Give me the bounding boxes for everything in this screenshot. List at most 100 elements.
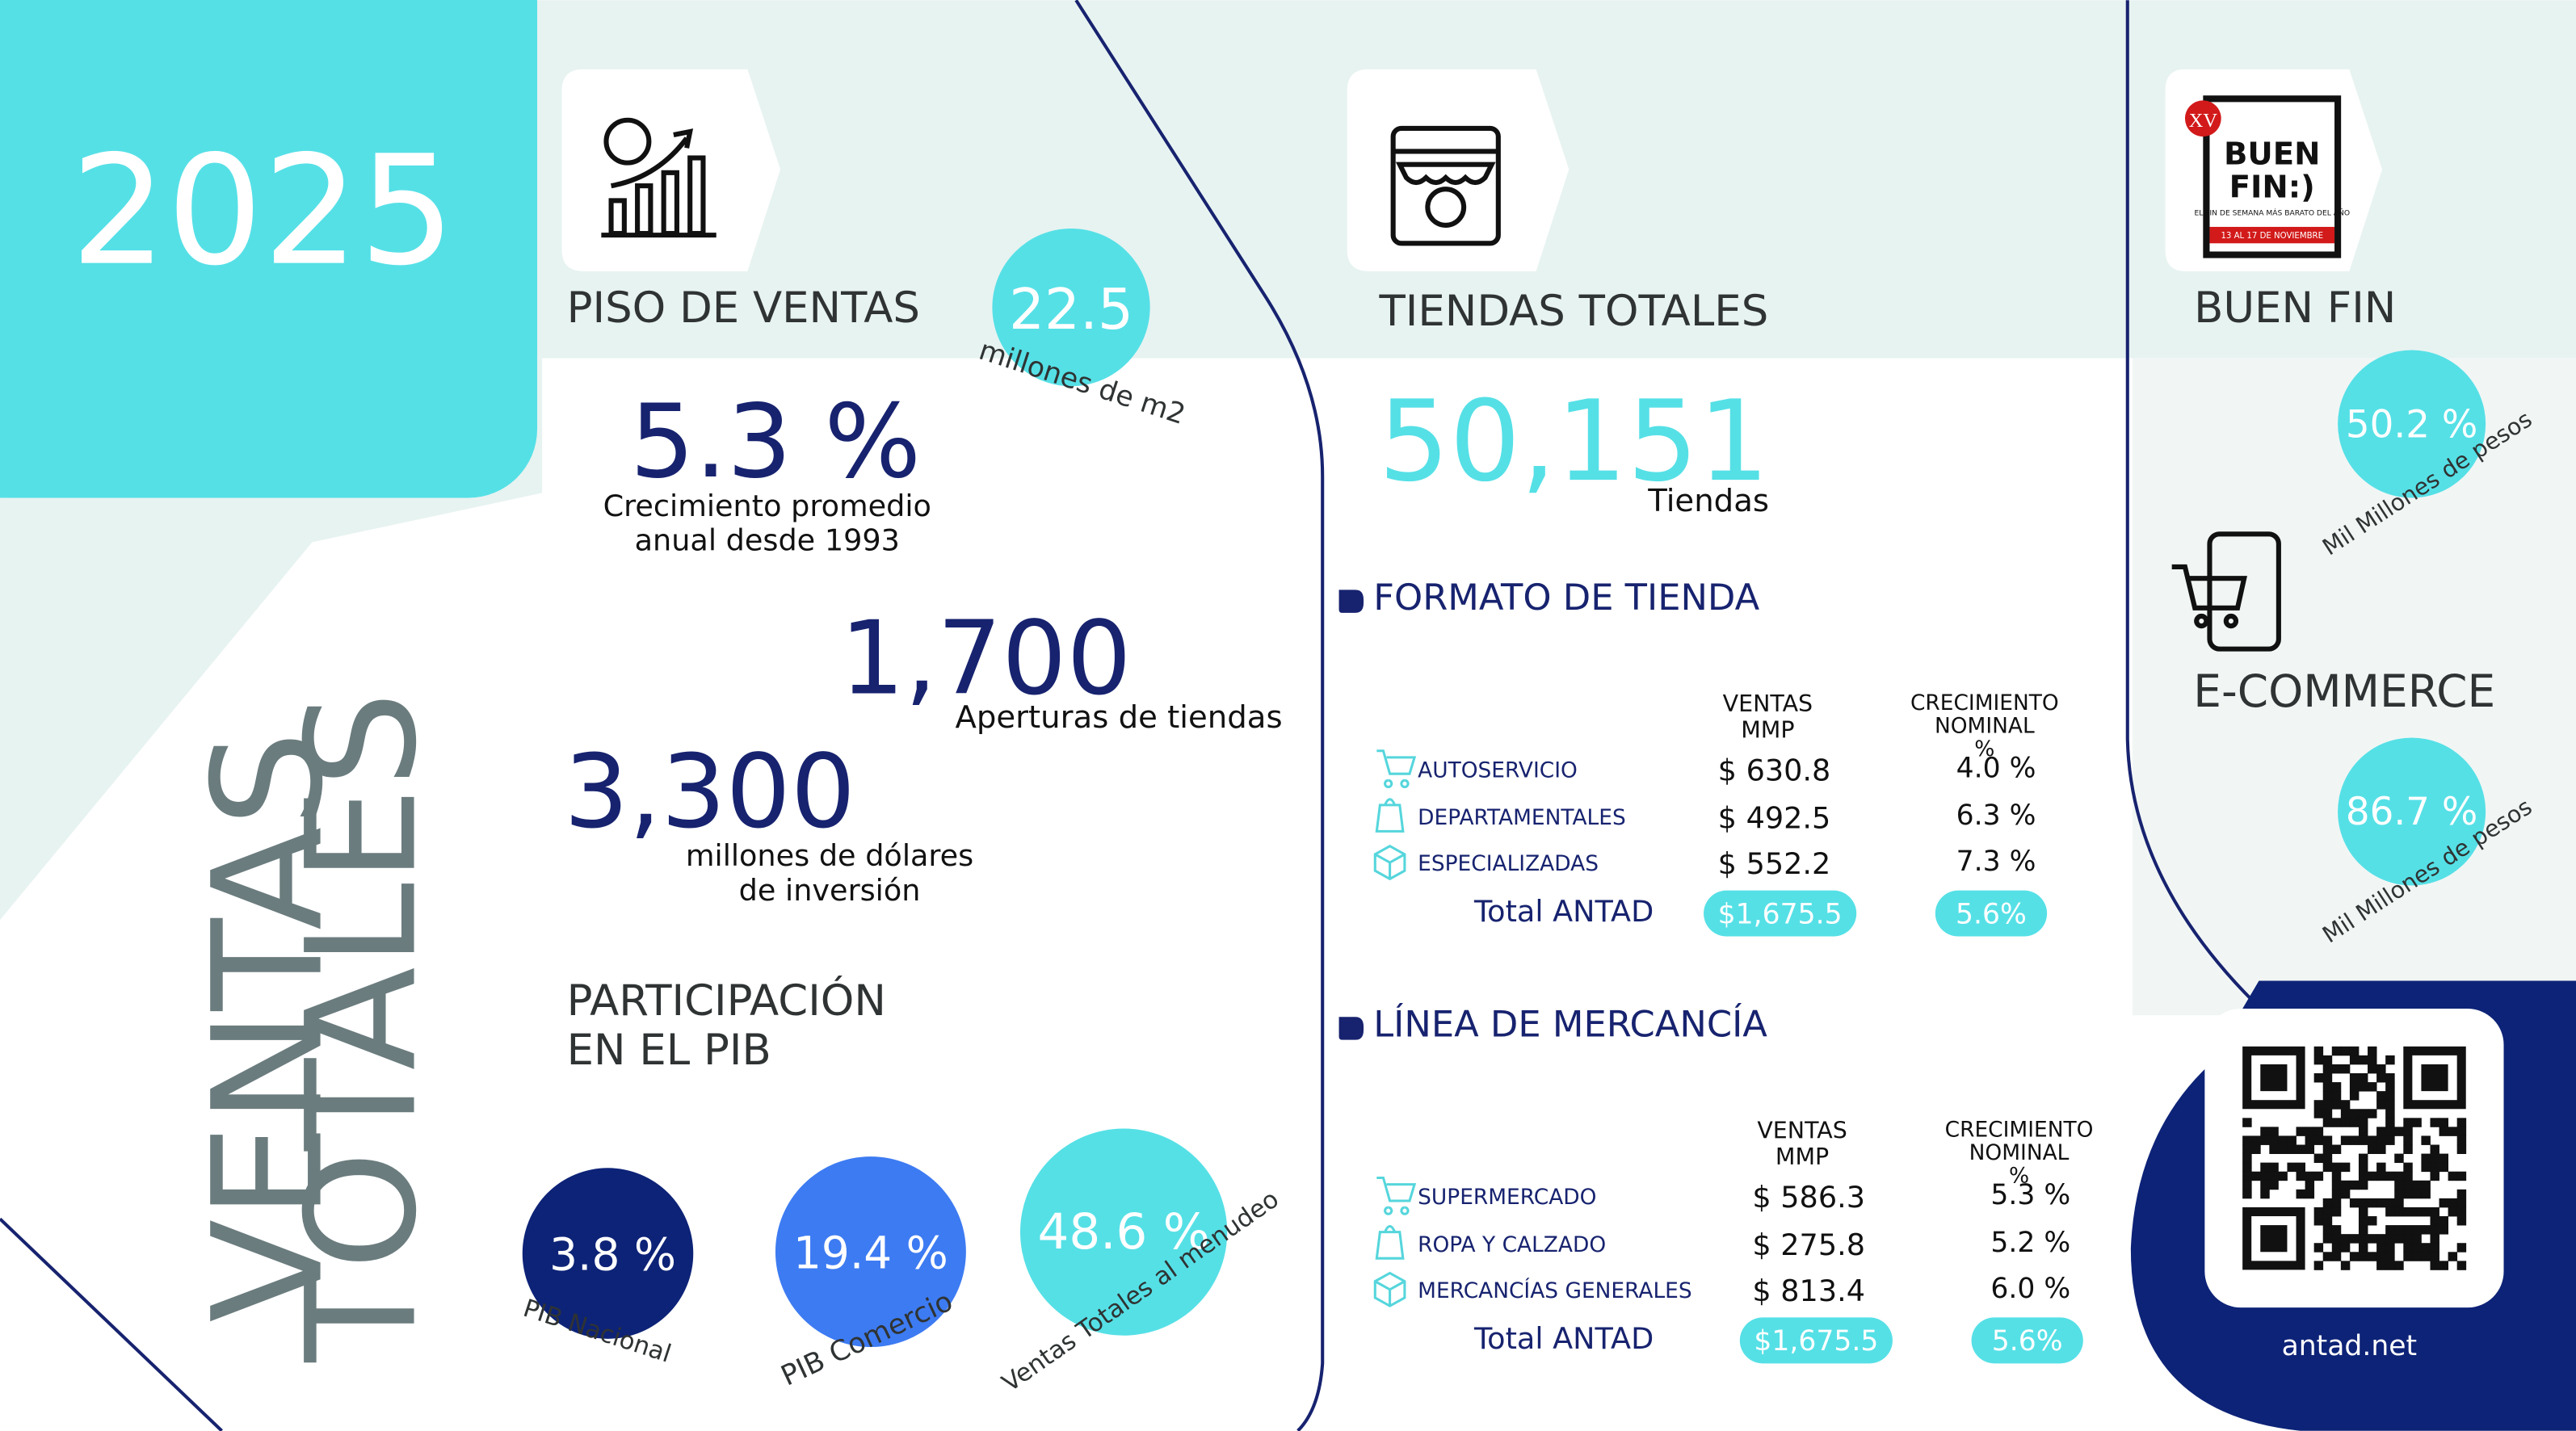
row-growth: 6.0 %: [1990, 1273, 2070, 1305]
qr-finder: [2260, 1064, 2288, 1092]
qr-module: [2322, 1109, 2333, 1118]
qr-module: [2358, 1171, 2368, 1181]
qr-module: [2403, 1127, 2413, 1136]
qr-module: [2322, 1162, 2333, 1173]
total-growth: 5.6%: [1956, 898, 2027, 930]
qr-module: [2340, 1234, 2351, 1244]
vertical-title: TOTALES: [275, 691, 451, 1363]
qr-module: [2349, 1135, 2360, 1145]
qr-module: [2331, 1082, 2342, 1092]
qr-module: [2340, 1261, 2351, 1270]
qr-module: [2430, 1206, 2439, 1217]
qr-module: [2349, 1046, 2360, 1056]
qr-module: [2385, 1234, 2395, 1244]
row-icon: [1373, 1271, 1406, 1307]
row-growth: 5.2 %: [1990, 1227, 2070, 1259]
qr-module: [2313, 1135, 2324, 1145]
qr-module: [2313, 1055, 2324, 1065]
qr-module: [2313, 1243, 2324, 1253]
qr-module: [2430, 1225, 2439, 1235]
qr-module: [2430, 1153, 2439, 1164]
logo-text: FIN:): [2229, 169, 2315, 205]
qr-module: [2322, 1144, 2333, 1154]
qr-module: [2430, 1162, 2439, 1173]
row-label: MERCANCÍAS GENERALES: [1418, 1278, 1691, 1303]
section-title: FORMATO DE TIENDA: [1373, 576, 1759, 619]
badge: [992, 228, 1150, 387]
qr-module: [2394, 1153, 2404, 1164]
qr-module: [2385, 1073, 2395, 1083]
icon-box: [561, 69, 781, 271]
qr-module: [2412, 1118, 2422, 1127]
year-box: [0, 0, 538, 498]
section-title: TIENDAS TOTALES: [1379, 287, 1769, 336]
kpi-label: anual desde 1993: [635, 523, 900, 558]
qr-module: [2358, 1180, 2368, 1190]
qr-module: [2322, 1091, 2333, 1101]
qr-module: [2305, 1189, 2315, 1199]
column-header: MMP: [1775, 1144, 1829, 1170]
logo-text: 13 AL 17 DE NOVIEMBRE: [2221, 232, 2323, 241]
row-icon: [1376, 749, 1417, 788]
qr-module: [2313, 1261, 2324, 1270]
qr-module: [2412, 1189, 2422, 1199]
qr-module: [2376, 1252, 2386, 1261]
qr-module: [2349, 1055, 2360, 1065]
qr-module: [2313, 1171, 2324, 1181]
section-title: E-COMMERCE: [2193, 665, 2495, 717]
store-icon: [1390, 125, 1501, 246]
qr-module: [2456, 1261, 2467, 1270]
qr-module: [2456, 1171, 2467, 1181]
qr-module: [2358, 1118, 2368, 1127]
qr-module: [2296, 1171, 2305, 1181]
qr-module: [2358, 1162, 2368, 1173]
qr-module: [2349, 1198, 2360, 1208]
qr-module: [2322, 1216, 2333, 1226]
qr-finder: [2260, 1225, 2288, 1253]
row-value: $ 586.3: [1752, 1180, 1865, 1215]
qr-module: [2430, 1216, 2439, 1226]
qr-module: [2287, 1144, 2297, 1154]
row-growth: 5.3 %: [1990, 1179, 2070, 1211]
qr-module: [2331, 1064, 2342, 1074]
row-value: $ 552.2: [1718, 846, 1831, 881]
logo-text: BUEN: [2224, 136, 2321, 173]
row-icon: [1376, 1176, 1417, 1215]
qr-module: [2456, 1144, 2467, 1154]
qr-module: [2368, 1171, 2377, 1181]
kpi-value: 50,151: [1378, 376, 1769, 506]
left-band: [0, 358, 543, 921]
qr-module: [2349, 1118, 2360, 1127]
qr-module: [2349, 1234, 2360, 1244]
qr-module: [2242, 1162, 2252, 1173]
qr-module: [2358, 1055, 2368, 1065]
qr-module: [2456, 1135, 2467, 1145]
qr-module: [2385, 1252, 2395, 1261]
qr-module: [2358, 1225, 2368, 1235]
logo-badge: [2184, 100, 2221, 137]
pill: [1935, 890, 2048, 937]
qr-module: [2322, 1206, 2333, 1217]
qr-module: [2376, 1243, 2386, 1253]
section-title: PARTICIPACIÓN: [567, 975, 886, 1026]
total-label: Total ANTAD: [1473, 1321, 1654, 1356]
qr-module: [2368, 1109, 2377, 1118]
qr-module: [2439, 1118, 2449, 1127]
qr-module: [2251, 1144, 2261, 1154]
qr-module: [2349, 1082, 2360, 1092]
row-value: $ 813.4: [1752, 1274, 1865, 1308]
qr-module: [2260, 1189, 2270, 1199]
kpi-label: Aperturas de tiendas: [955, 699, 1282, 736]
qr-module: [2349, 1091, 2360, 1101]
qr-module: [2439, 1162, 2449, 1173]
column-header: CRECIMIENTO: [1910, 690, 2059, 716]
badge-value: 50.2 %: [2346, 403, 2477, 447]
qr-module: [2296, 1144, 2305, 1154]
qr-module: [2313, 1153, 2324, 1164]
row-value: $ 275.8: [1752, 1227, 1865, 1262]
qr-module: [2385, 1261, 2395, 1270]
tables: FORMATO DE TIENDAVENTASMMPCRECIMIENTONOM…: [1338, 576, 2093, 1364]
badge: [775, 1156, 966, 1347]
qr-module: [2412, 1252, 2422, 1261]
qr-module: [2305, 1171, 2315, 1181]
